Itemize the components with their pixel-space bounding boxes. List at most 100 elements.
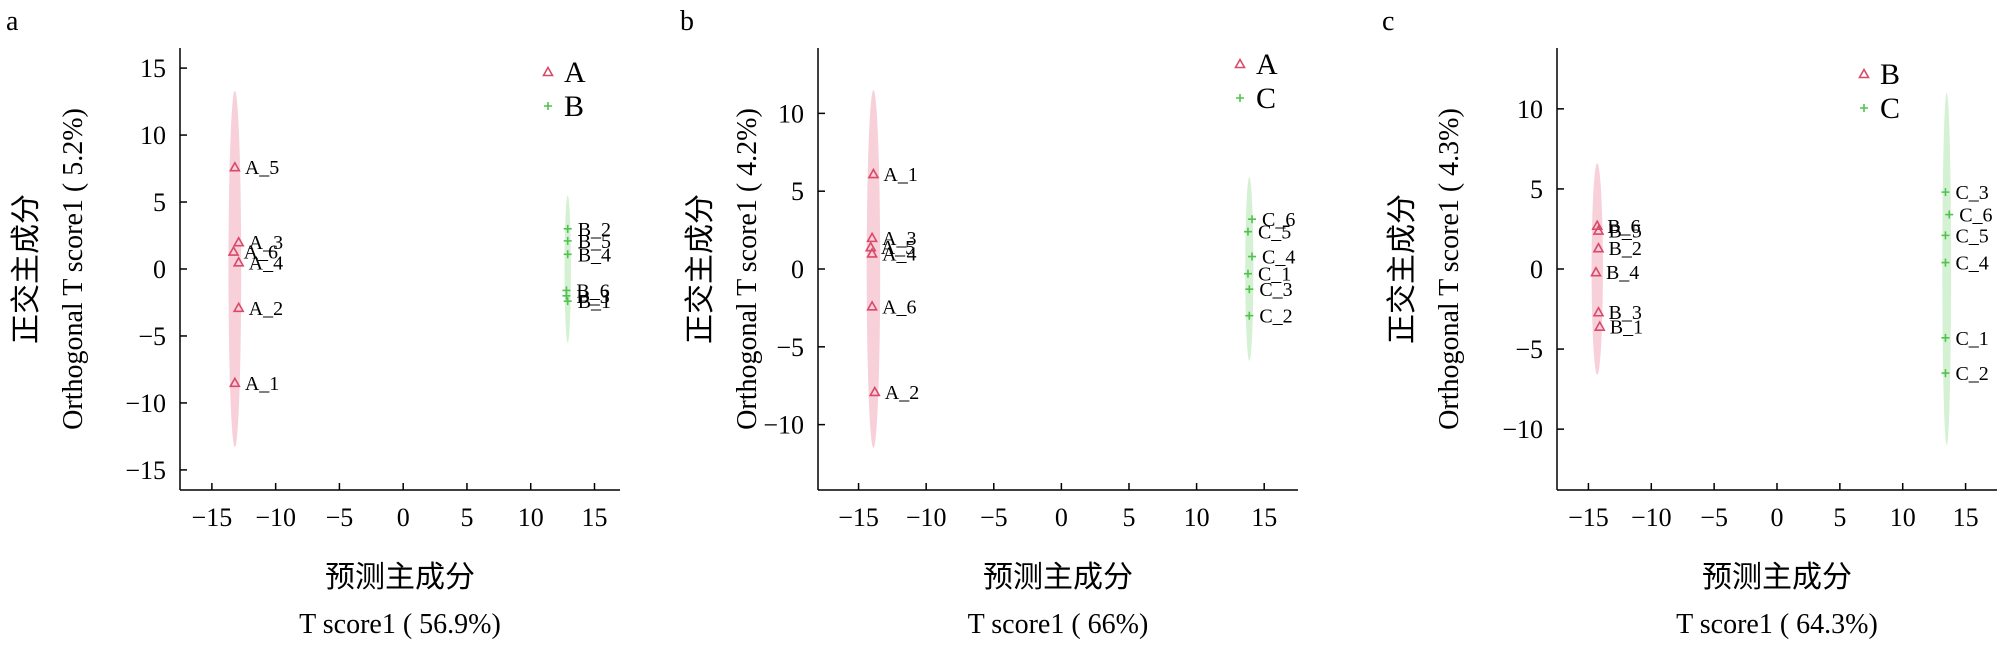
- data-point-C_5: [1243, 227, 1252, 236]
- point-label: B_1: [1610, 317, 1643, 339]
- point-label: A_1: [245, 373, 279, 395]
- y-axis-title-cn: 正交主成分: [10, 194, 43, 344]
- y-tick-label: 5: [153, 188, 166, 217]
- data-point-A_2: [232, 301, 245, 313]
- point-label: A_3: [882, 228, 916, 250]
- data-point-B_3: [562, 291, 571, 300]
- y-axis-title: Orthogonal T score1 ( 4.3%): [1434, 108, 1465, 430]
- y-tick-label: −5: [1515, 335, 1543, 364]
- data-point-B_1: [563, 297, 572, 306]
- x-axis-title: T score1 ( 56.9%): [299, 609, 501, 640]
- point-label: B_2: [578, 219, 611, 241]
- y-axis-title: Orthogonal T score1 ( 5.2%): [58, 108, 89, 430]
- legend-label: C: [1256, 82, 1276, 115]
- point-label: C_2: [1259, 306, 1292, 328]
- point-label: C_4: [1955, 253, 1988, 275]
- point-label: B_5: [1608, 221, 1641, 243]
- data-point-B_1: [1593, 320, 1606, 331]
- data-point-B_3: [1592, 306, 1605, 317]
- point-label: A_5: [245, 157, 279, 179]
- data-point-C_1: [1243, 269, 1252, 278]
- legend-marker-a: [542, 65, 554, 77]
- x-tick-label: −15: [192, 503, 233, 532]
- x-axis-title: T score1 ( 64.3%): [1676, 609, 1878, 640]
- point-label: A_3: [249, 232, 283, 254]
- legend-label: A: [564, 56, 586, 89]
- x-tick-label: −5: [326, 503, 354, 532]
- point-label: A_6: [244, 242, 278, 264]
- point-label: B_2: [1608, 238, 1641, 260]
- point-label: C_6: [1959, 205, 1992, 227]
- y-tick-label: 10: [1517, 95, 1543, 124]
- confidence-ellipse-b: [564, 195, 571, 343]
- confidence-ellipse-a: [866, 90, 881, 448]
- x-axis-title-cn: 预测主成分: [325, 561, 475, 594]
- y-tick-label: 0: [153, 255, 166, 284]
- point-label: C_4: [1262, 247, 1295, 269]
- y-tick-label: 0: [791, 255, 804, 284]
- legend-label: B: [1880, 58, 1900, 91]
- point-label: B_6: [1607, 216, 1640, 238]
- x-tick-label: 10: [1890, 503, 1916, 532]
- y-tick-label: 15: [140, 54, 166, 83]
- data-point-A_2: [868, 385, 881, 397]
- x-tick-label: 10: [518, 503, 544, 532]
- data-point-B_5: [1592, 224, 1605, 235]
- panel-label: c: [1382, 6, 1394, 37]
- data-point-A_1: [228, 376, 241, 388]
- data-point-C_2: [1245, 311, 1254, 320]
- panel-label: b: [680, 6, 694, 37]
- y-tick-label: −15: [125, 456, 166, 485]
- x-tick-label: 10: [1184, 503, 1210, 532]
- legend-label: B: [564, 90, 584, 123]
- point-label: B_1: [578, 291, 611, 313]
- confidence-ellipse-a: [228, 90, 242, 448]
- data-point-A_4: [232, 256, 245, 267]
- point-label: A_2: [885, 382, 919, 404]
- point-label: A_4: [882, 243, 916, 265]
- x-axis-title-cn: 预测主成分: [1702, 561, 1852, 594]
- data-point-B_2: [1592, 242, 1605, 253]
- legend-marker-a: [1234, 57, 1246, 69]
- point-label: C_2: [1955, 363, 1988, 385]
- point-label: B_4: [578, 244, 611, 266]
- data-point-C_3: [1245, 285, 1254, 294]
- data-point-B_5: [563, 236, 572, 245]
- y-tick-label: 0: [1530, 255, 1543, 284]
- x-tick-label: −5: [1700, 503, 1728, 532]
- point-label: C_3: [1259, 279, 1292, 301]
- x-axis-title-cn: 预测主成分: [983, 561, 1133, 594]
- point-label: B_4: [1606, 262, 1639, 284]
- x-tick-label: −10: [255, 503, 296, 532]
- x-tick-label: 0: [1055, 503, 1068, 532]
- y-tick-label: 5: [1530, 175, 1543, 204]
- point-label: B_3: [1608, 302, 1641, 324]
- y-tick-label: −5: [776, 333, 804, 362]
- data-point-C_1: [1941, 333, 1950, 342]
- y-tick-label: −10: [125, 389, 166, 418]
- y-tick-label: −10: [1502, 415, 1543, 444]
- x-tick-label: −10: [906, 503, 947, 532]
- point-label: A_5: [881, 237, 915, 259]
- point-label: B_3: [576, 286, 609, 308]
- y-tick-label: −10: [763, 411, 804, 440]
- point-label: A_4: [249, 252, 283, 274]
- data-point-C_3: [1941, 188, 1950, 197]
- point-label: C_5: [1955, 225, 1988, 247]
- x-tick-label: 0: [397, 503, 410, 532]
- x-tick-label: 0: [1771, 503, 1784, 532]
- data-point-B_2: [563, 224, 572, 233]
- x-axis-title: T score1 ( 66%): [968, 609, 1149, 640]
- data-point-A_3: [232, 236, 245, 247]
- confidence-ellipse-c: [1942, 92, 1952, 446]
- legend-label: C: [1880, 92, 1900, 125]
- data-point-A_6: [227, 245, 240, 256]
- x-tick-label: 15: [1953, 503, 1979, 532]
- legend-label: A: [1256, 48, 1278, 81]
- panel-label: a: [6, 6, 19, 37]
- x-tick-label: 15: [581, 503, 607, 532]
- point-label: C_1: [1955, 328, 1988, 350]
- data-point-B_4: [563, 250, 572, 259]
- point-label: A_1: [883, 164, 917, 186]
